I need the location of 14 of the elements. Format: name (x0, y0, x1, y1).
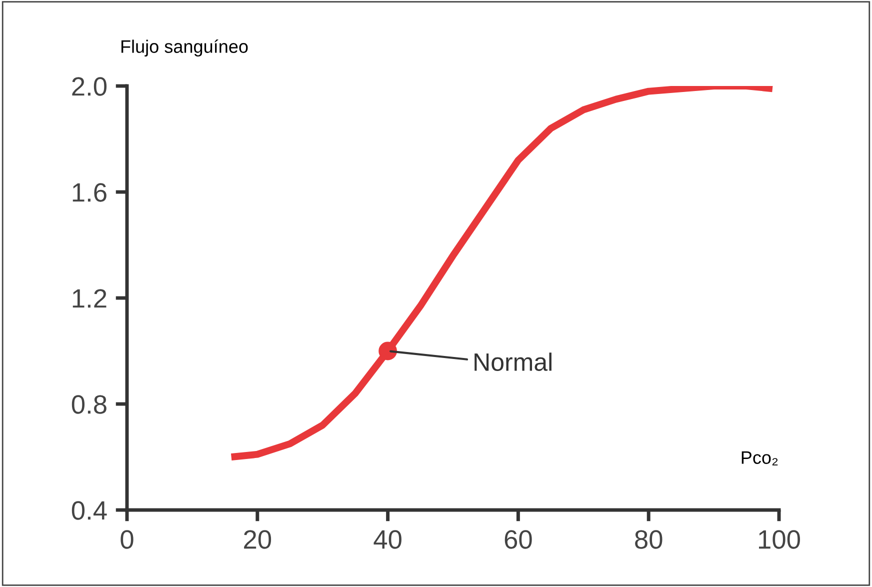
y-tick-label: 0.4 (72, 501, 107, 520)
x-tick-label: 0 (120, 530, 134, 549)
x-tick-label: 100 (759, 530, 800, 549)
y-tick-label: 1.2 (72, 289, 106, 308)
x-tick-label: 60 (504, 530, 532, 549)
x-tick-label: 80 (635, 530, 662, 549)
annotation: Normal (474, 352, 552, 371)
x-tick-label: 40 (374, 530, 402, 549)
x-axis-title: Pco₂ (742, 451, 778, 466)
y-tick-label: 2.0 (72, 77, 107, 96)
y-tick-label: 0.8 (72, 395, 106, 414)
x-tick-label: 20 (244, 530, 272, 549)
y-tick-label: 1.6 (72, 183, 106, 202)
y-axis-title: Flujo sanguíneo (121, 39, 248, 57)
